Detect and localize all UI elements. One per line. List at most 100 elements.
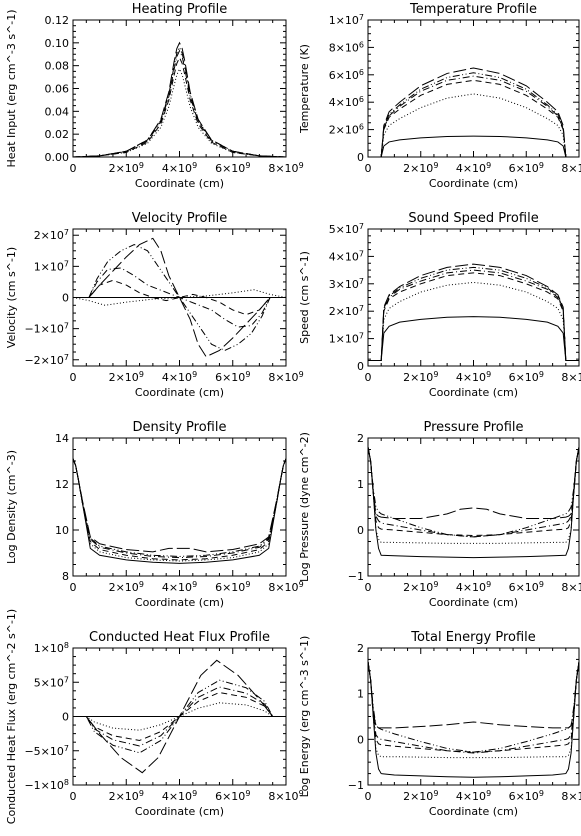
chart-title: Conducted Heat Flux Profile [89,630,270,645]
series-line-longdash [368,67,579,157]
x-axis-label: Coordinate (cm) [429,805,518,818]
series-line-dashdot [368,269,579,362]
series-group [73,659,286,774]
y-axis-label: Velocity (cm s^-1) [5,247,18,348]
y-tick-label: 1×108 [34,641,69,655]
y-tick-label: 0.12 [45,14,70,27]
x-tick-label: 8×109 [268,370,303,384]
x-tick-label: 4×109 [456,161,491,175]
x-axis-label: Coordinate (cm) [429,386,518,399]
y-tick-label: 6×106 [329,68,364,82]
series-group [73,458,286,564]
x-tick-label: 4×109 [456,370,491,384]
y-tick-label: −1 [348,570,364,583]
y-tick-label: 0 [62,711,69,724]
y-tick-label: 2×107 [329,304,364,318]
x-tick-label: 2×109 [109,580,144,594]
x-tick-label: 0 [70,790,77,803]
series-line-dotted [368,447,579,544]
series-line-longdash [368,263,579,362]
x-tick-label: 8×109 [561,580,581,594]
y-axis-label: Conducted Heat Flux (erg cm^-2 s^-1) [5,609,18,824]
series-group [73,237,286,358]
series-line-solid [368,661,579,778]
y-axis-label: Temperature (K) [298,44,311,134]
x-tick-label: 2×109 [403,161,438,175]
series-line-dashdot [73,267,286,328]
y-tick-label: 8×106 [329,40,364,54]
series-line-dashed [368,272,579,362]
x-tick-label: 8×109 [561,789,581,803]
x-tick-label: 6×109 [509,370,544,384]
series-line-dashdotdot [73,46,286,157]
series-line-dotted [73,702,286,731]
series-line-longdash [73,41,286,157]
series-line-solid [368,447,579,559]
plot-frame [367,437,580,577]
x-tick-label: 4×109 [162,580,197,594]
y-tick-label: 2 [357,432,364,445]
series-line-solid [368,135,579,157]
series-line-dotted [368,281,579,362]
x-tick-label: 8×109 [268,580,303,594]
y-tick-label: 4×106 [329,95,364,109]
y-tick-label: 2 [357,642,364,655]
plot-frame [367,647,580,786]
x-axis-label: Coordinate (cm) [135,386,224,399]
y-tick-label: 4×107 [329,249,364,263]
series-group [368,447,579,559]
series-line-dashed [368,447,579,537]
y-axis-label: Heat Input (erg cm^-3 s^-1) [5,9,18,167]
series-line-dashdotdot [368,266,579,362]
series-line-longdash [368,661,579,729]
y-tick-label: 0 [62,292,69,305]
series-line-dashdotdot [368,72,579,157]
x-tick-label: 2×109 [109,789,144,803]
series-line-dotted [73,67,286,157]
y-tick-label: −1×107 [24,322,69,336]
y-tick-label: 0 [357,360,364,373]
y-tick-label: 5×107 [34,675,69,689]
series-line-dashed [73,56,286,157]
plot-frame [72,437,287,577]
y-tick-label: 12 [55,478,69,491]
y-tick-label: 2×107 [34,228,69,242]
series-line-longdash [73,458,286,553]
series-line-dotted [73,458,286,562]
x-tick-label: 6×109 [509,789,544,803]
y-tick-label: −1 [348,779,364,792]
panel-4: 0 2×109 4×109 6×109 8×109 0 1×107 2×107 3×107 4×1… [298,211,581,399]
x-tick-label: 8×109 [268,789,303,803]
series-line-solid [368,316,579,362]
y-tick-label: 2×106 [329,123,364,137]
x-tick-label: 0 [70,162,77,175]
x-tick-label: 0 [365,581,372,594]
x-tick-label: 8×109 [268,161,303,175]
series-line-dashed [368,79,579,157]
x-tick-label: 6×109 [509,161,544,175]
x-tick-label: 6×109 [215,580,250,594]
series-line-longdash [73,237,286,358]
panel-1: 0 2×109 4×109 6×109 8×109 0.00 0.02 0.04 0.06 0.0… [5,2,304,190]
chart-title: Velocity Profile [132,211,228,226]
series-line-dashed [368,661,579,753]
y-tick-label: 14 [55,432,69,445]
x-tick-label: 8×109 [561,370,581,384]
y-axis-label: Log Density (cm^-3) [5,450,18,564]
panel-7: 0 2×109 4×109 6×109 8×109 −1×108 −5×107 0 5×107 1… [5,609,304,824]
y-tick-label: −2×107 [24,353,69,367]
x-tick-label: 6×109 [215,370,250,384]
x-tick-label: 0 [70,371,77,384]
series-group [368,263,579,362]
y-tick-label: −1×108 [24,778,69,792]
y-tick-label: 5×107 [329,222,364,236]
series-line-dashdot [368,661,579,754]
x-tick-label: 8×109 [561,161,581,175]
series-line-dashdotdot [73,244,286,351]
x-tick-label: 2×109 [109,370,144,384]
y-axis-label: Log Pressure (dyne cm^-2) [298,432,311,582]
y-tick-label: 0.10 [45,37,70,50]
x-axis-label: Coordinate (cm) [135,177,224,190]
